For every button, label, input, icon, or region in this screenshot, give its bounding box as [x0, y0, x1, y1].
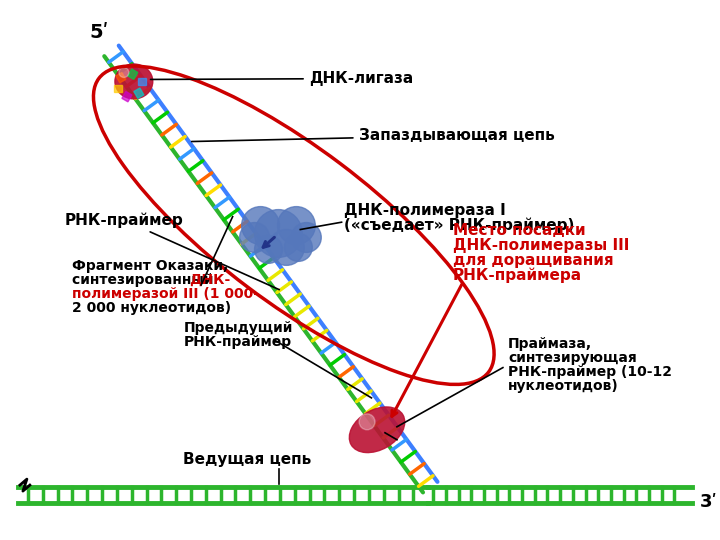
- Circle shape: [119, 68, 129, 77]
- Text: Место посадки: Место посадки: [453, 223, 586, 238]
- Text: 2 000 нуклеотидов): 2 000 нуклеотидов): [72, 301, 231, 315]
- Bar: [134, 88, 144, 98]
- Circle shape: [255, 210, 302, 258]
- Circle shape: [292, 222, 321, 252]
- Text: ДНК-полимеразы III: ДНК-полимеразы III: [453, 238, 629, 253]
- Text: РНК-праймер (10-12: РНК-праймер (10-12: [508, 364, 672, 379]
- Text: 3ʹ: 3ʹ: [700, 493, 718, 511]
- Bar: [122, 91, 132, 102]
- Bar: [114, 85, 122, 92]
- Circle shape: [277, 207, 315, 245]
- Text: («съедает» РНК-праймер): («съедает» РНК-праймер): [343, 218, 574, 233]
- Text: ДНК-: ДНК-: [189, 273, 230, 287]
- Text: полимеразой III (1 000-: полимеразой III (1 000-: [72, 287, 258, 301]
- Text: Праймаза,: Праймаза,: [508, 336, 592, 350]
- Circle shape: [359, 414, 375, 430]
- Circle shape: [242, 207, 279, 245]
- Text: Ведущая цепь: Ведущая цепь: [183, 452, 311, 467]
- Text: РНК-праймер: РНК-праймер: [184, 335, 292, 349]
- Text: 5ʹ: 5ʹ: [89, 23, 109, 42]
- Circle shape: [240, 222, 269, 252]
- Text: Предыдущий: Предыдущий: [184, 321, 294, 335]
- Text: ДНК-лигаза: ДНК-лигаза: [150, 71, 413, 86]
- Circle shape: [269, 230, 305, 265]
- Ellipse shape: [349, 407, 405, 453]
- Bar: [128, 69, 138, 79]
- Text: РНК-праймера: РНК-праймера: [453, 267, 582, 283]
- Text: Фрагмент Оказаки,: Фрагмент Оказаки,: [72, 259, 228, 273]
- Text: Запаздывающая цепь: Запаздывающая цепь: [192, 128, 554, 143]
- Text: нуклеотидов): нуклеотидов): [508, 379, 618, 393]
- Bar: [116, 72, 126, 83]
- Text: синтезирующая: синтезирующая: [508, 350, 636, 365]
- Text: для доращивания: для доращивания: [453, 253, 613, 268]
- Circle shape: [255, 235, 282, 264]
- Bar: [138, 78, 145, 85]
- Ellipse shape: [115, 64, 153, 99]
- Text: РНК-праймер: РНК-праймер: [65, 212, 279, 289]
- Text: ДНК-полимераза I: ДНК-полимераза I: [343, 203, 505, 218]
- Text: синтезированный: синтезированный: [72, 273, 223, 287]
- Circle shape: [284, 233, 312, 261]
